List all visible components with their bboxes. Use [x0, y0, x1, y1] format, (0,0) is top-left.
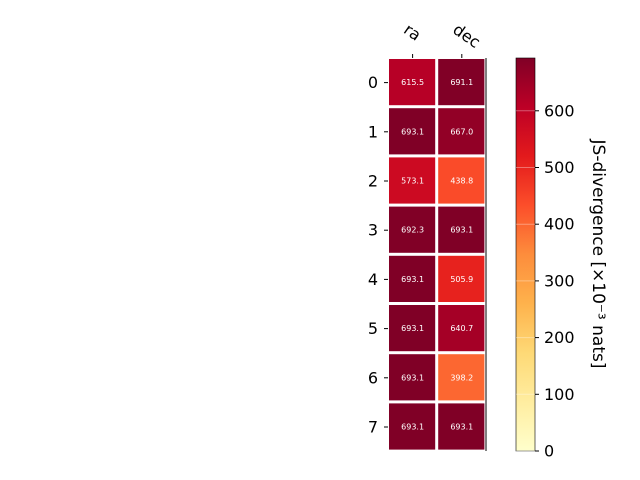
- colorbar-label: JS-divergence [×10⁻³ nats]: [588, 139, 608, 369]
- cell-value-label: 692.3: [401, 226, 424, 235]
- cell-value-label: 438.8: [450, 177, 473, 186]
- heatmap-cell: [389, 206, 436, 253]
- colorbar-tick-label: 100: [544, 385, 575, 404]
- heatmap-cell: [389, 157, 436, 204]
- cell-value-label: 693.1: [450, 226, 473, 235]
- heatmap-cell: [438, 354, 485, 401]
- cell-value-label: 693.1: [401, 423, 424, 432]
- cell-value-label: 693.1: [401, 127, 424, 136]
- row-label: 1: [368, 122, 378, 141]
- cell-value-label: 693.1: [401, 373, 424, 382]
- row-label: 5: [368, 319, 378, 338]
- heatmap-cell: [389, 255, 436, 302]
- cell-value-label: 640.7: [450, 324, 473, 333]
- heatmap-cell: [438, 59, 485, 106]
- heatmap-cell: [438, 206, 485, 253]
- cell-value-label: 693.1: [401, 324, 424, 333]
- row-label: 0: [368, 73, 378, 92]
- heatmap-area: 615.5 691.1 693.1 667.0 573.1 438.8 692.3 693.1…: [368, 20, 487, 451]
- cell-value-label: 573.1: [401, 177, 424, 186]
- heatmap-cell: [389, 305, 436, 352]
- colorbar-tick-label: 600: [544, 101, 575, 120]
- heatmap-cell: [438, 255, 485, 302]
- colorbar-tick-label: 400: [544, 215, 575, 234]
- cell-value-label: 667.0: [450, 127, 473, 136]
- row-label: 4: [368, 270, 378, 289]
- column-label: ra: [400, 20, 424, 45]
- row-label: 2: [368, 172, 378, 191]
- cell-value-label: 398.2: [450, 373, 473, 382]
- heatmap-cell: [389, 59, 436, 106]
- heatmap-cell: [438, 403, 485, 450]
- cell-value-label: 505.9: [450, 275, 473, 284]
- row-label: 3: [368, 221, 378, 240]
- cell-value-label: 615.5: [401, 78, 424, 87]
- cell-value-label: 691.1: [450, 78, 473, 87]
- heatmap-cell: [389, 403, 436, 450]
- heatmap-cell: [389, 354, 436, 401]
- colorbar-tick-label: 0: [544, 442, 554, 461]
- colorbar: 0 100 200 300 400 500 600 JS-divergence [×10⁻³…: [515, 57, 608, 461]
- colorbar-tick-label: 300: [544, 271, 575, 290]
- row-label: 6: [368, 368, 378, 387]
- heatmap-cell: [438, 108, 485, 155]
- cell-value-label: 693.1: [450, 423, 473, 432]
- heatmap-cell: [389, 108, 436, 155]
- heatmap-cell: [438, 305, 485, 352]
- colorbar-gradient: [516, 58, 535, 451]
- colorbar-tick-label: 200: [544, 328, 575, 347]
- column-label: dec: [450, 20, 484, 52]
- cell-value-label: 693.1: [401, 275, 424, 284]
- heatmap-cell: [438, 157, 485, 204]
- colorbar-tick-label: 500: [544, 158, 575, 177]
- colorbar-frame: [515, 57, 536, 452]
- row-label: 7: [368, 418, 378, 437]
